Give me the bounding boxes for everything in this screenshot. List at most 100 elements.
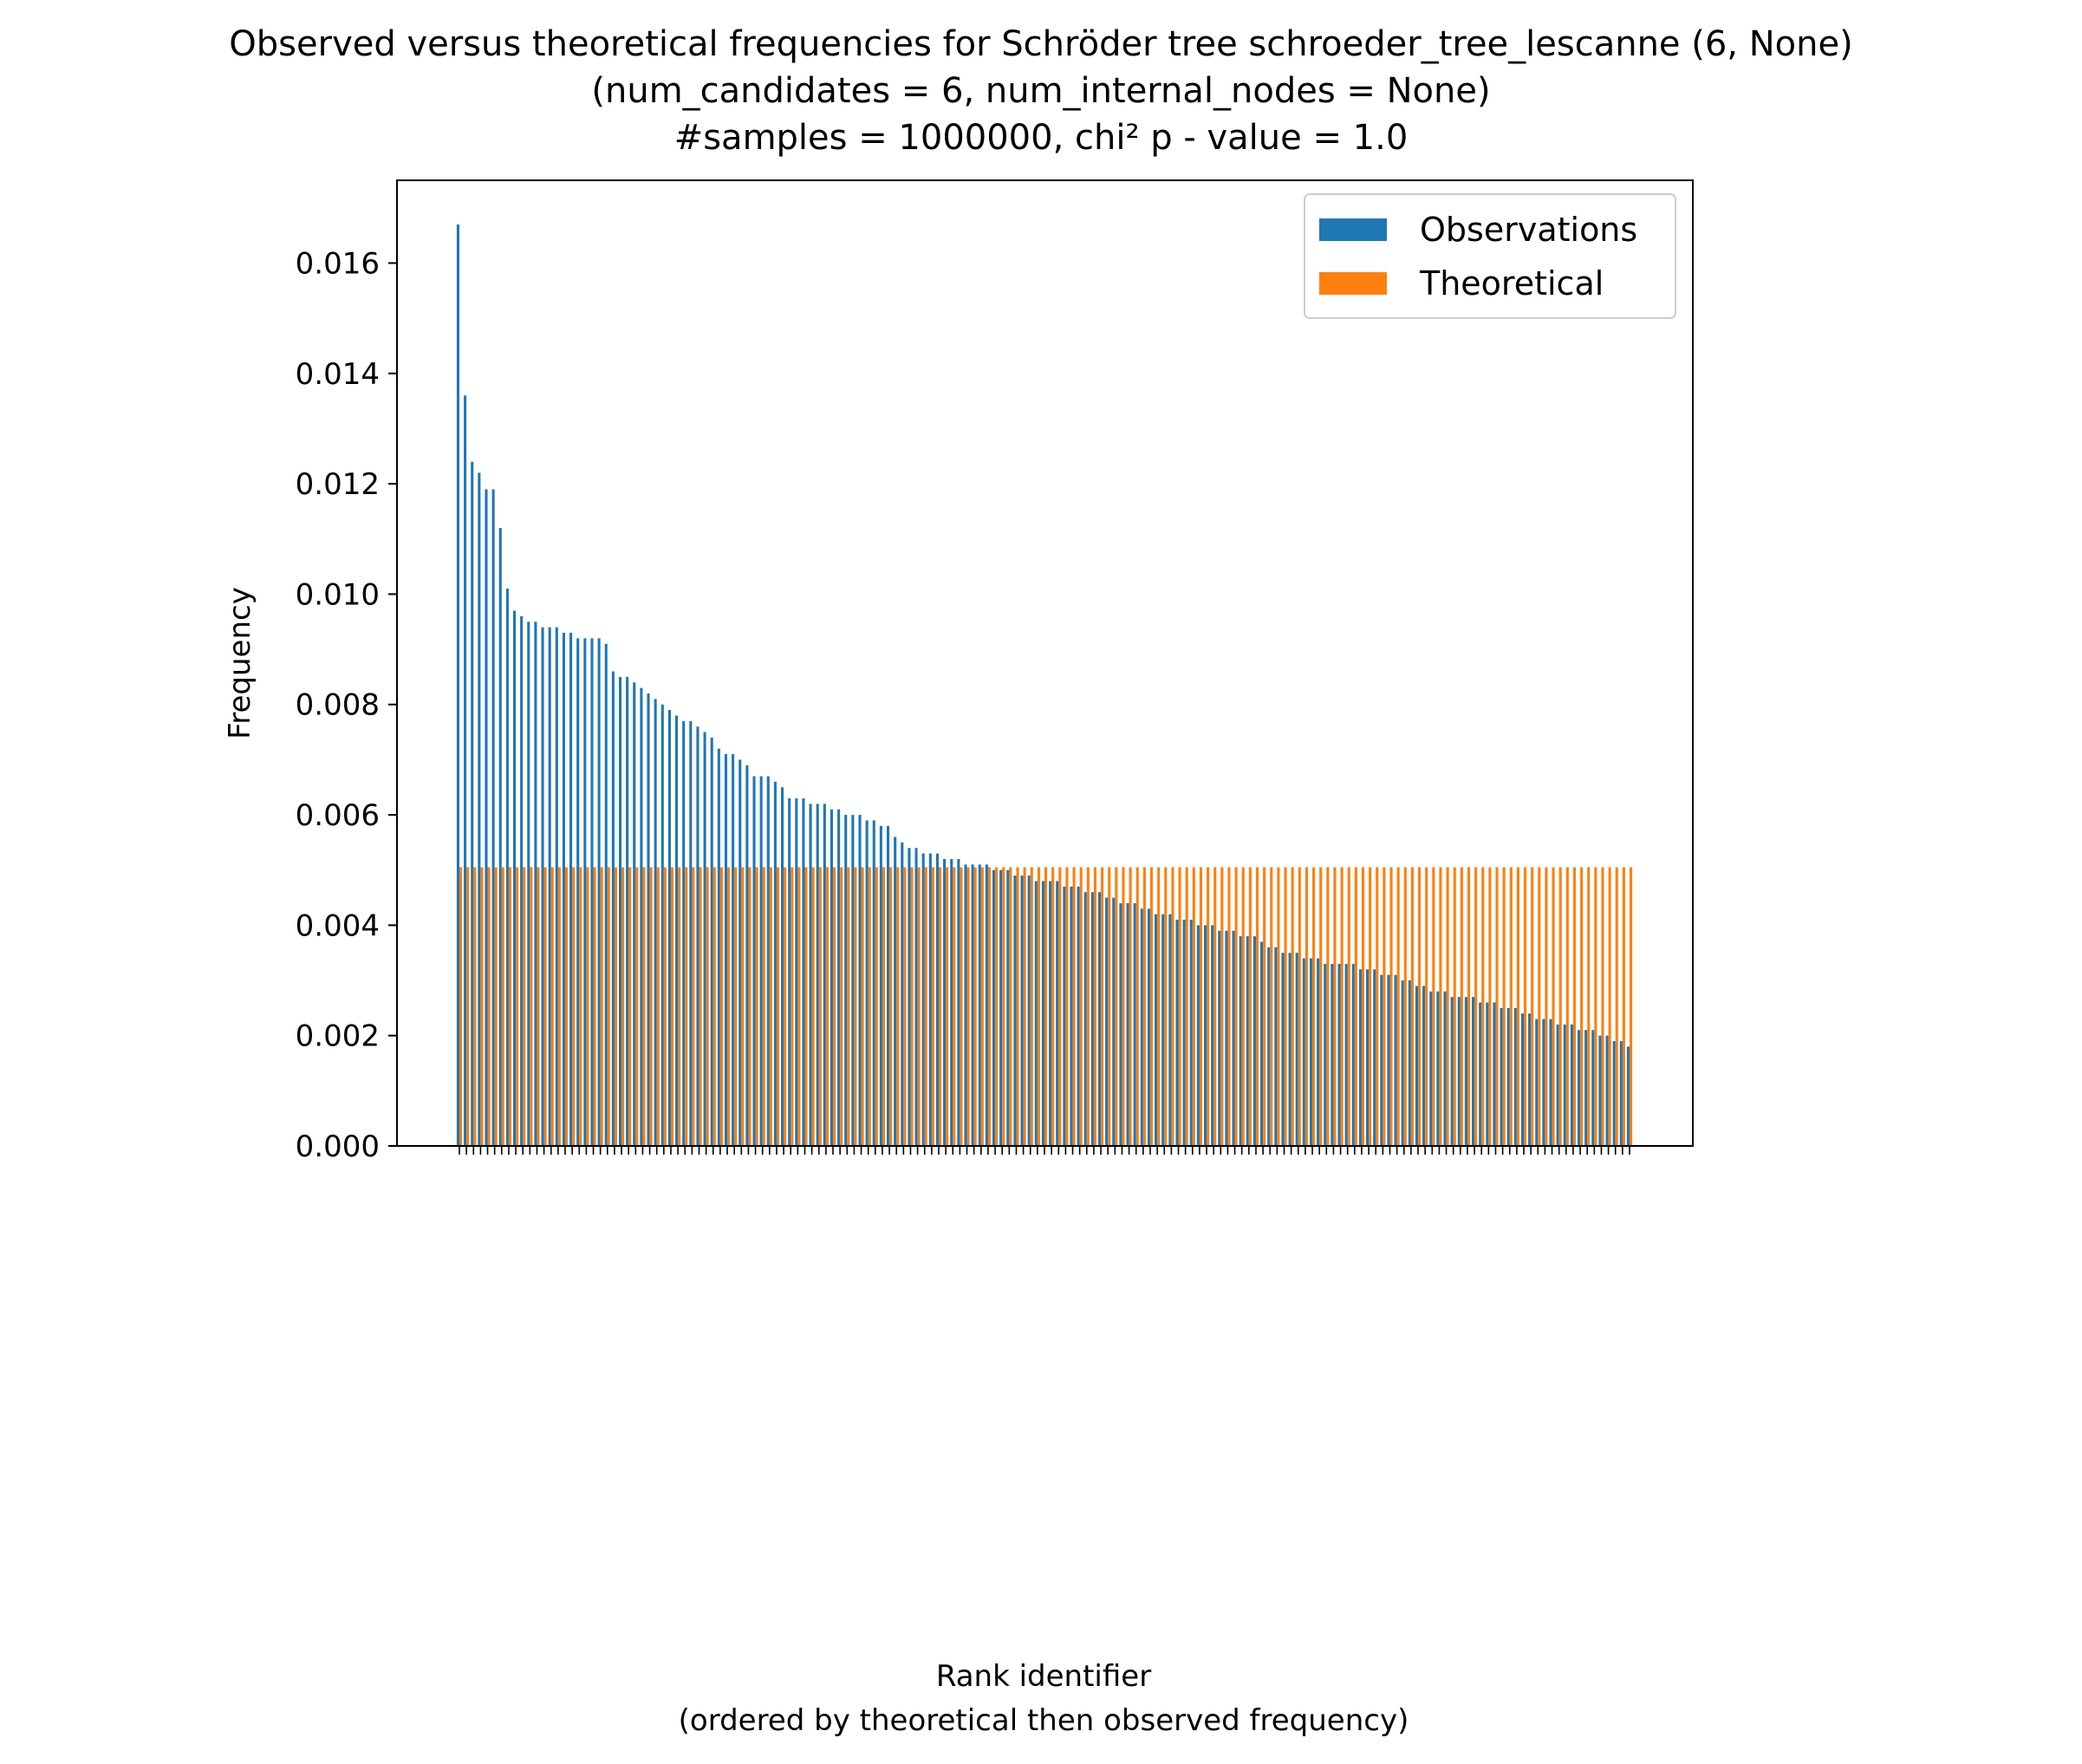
observed-bar	[766, 776, 770, 1146]
observed-bar	[1549, 1019, 1552, 1146]
theoretical-bar	[1326, 867, 1330, 1146]
y-tick-label: 0.002	[296, 1019, 380, 1054]
theoretical-bar	[1545, 867, 1548, 1146]
legend: Observations Theoretical	[1304, 193, 1676, 319]
theoretical-bar	[466, 867, 470, 1146]
theoretical-bar	[966, 867, 970, 1146]
theoretical-bar	[1135, 867, 1139, 1146]
title-line-2: (num_candidates = 6, num_internal_nodes …	[591, 71, 1490, 111]
observed-bar	[978, 864, 981, 1146]
theoretical-bar	[1552, 867, 1555, 1146]
theoretical-bar	[656, 867, 660, 1146]
theoretical-bar	[889, 867, 893, 1146]
theoretical-bar	[473, 867, 477, 1146]
observed-bar	[1324, 963, 1327, 1146]
theoretical-bar	[1538, 867, 1541, 1146]
observed-bar	[717, 748, 720, 1146]
theoretical-bar	[995, 867, 999, 1146]
theoretical-bar	[1030, 867, 1033, 1146]
observed-bar	[745, 765, 749, 1146]
theoretical-bar	[882, 867, 886, 1146]
theoretical-bar	[1446, 867, 1449, 1146]
observed-bar	[1274, 947, 1278, 1146]
observed-bar	[534, 622, 537, 1146]
observed-bar	[985, 864, 988, 1146]
theoretical-bar	[748, 867, 751, 1146]
theoretical-bar	[868, 867, 871, 1146]
observed-bar	[618, 676, 622, 1146]
theoretical-bar	[1389, 867, 1393, 1146]
theoretical-bar	[1157, 867, 1161, 1146]
observed-bar	[809, 804, 812, 1146]
observed-bar	[928, 853, 932, 1146]
observed-bar	[633, 682, 636, 1146]
theoretical-bar	[1608, 867, 1611, 1146]
theoretical-bar	[1199, 867, 1203, 1146]
observed-bar	[1246, 936, 1249, 1146]
theoretical-bar	[621, 867, 625, 1146]
theoretical-bar	[1558, 867, 1562, 1146]
observed-bar	[1056, 881, 1059, 1146]
observed-bar	[1471, 997, 1475, 1146]
theoretical-bar	[1101, 867, 1104, 1146]
observed-bar	[1112, 897, 1116, 1146]
observed-bar	[471, 461, 474, 1146]
y-tick-label: 0.008	[296, 688, 380, 723]
observed-bar	[1570, 1024, 1573, 1146]
observed-bar	[1556, 1024, 1559, 1146]
theoretical-bar	[480, 867, 484, 1146]
observed-bar	[964, 864, 967, 1146]
theoretical-bar	[1432, 867, 1435, 1146]
observed-bar	[569, 632, 573, 1146]
observed-bar	[1443, 991, 1447, 1146]
observed-bar	[1155, 914, 1158, 1146]
theoretical-bar	[516, 867, 519, 1146]
observed-bar	[1401, 980, 1404, 1146]
observed-bar	[837, 809, 841, 1146]
observed-bar	[901, 842, 904, 1146]
theoretical-bar	[1509, 867, 1513, 1146]
theoretical-bar	[939, 867, 942, 1146]
observed-bar	[604, 643, 608, 1146]
observed-bar	[696, 726, 699, 1146]
theoretical-bar	[910, 867, 914, 1146]
observed-bar	[1182, 920, 1186, 1146]
theoretical-bar	[1009, 867, 1012, 1146]
y-tick-label: 0.012	[296, 467, 380, 502]
observed-bar	[1598, 1035, 1602, 1146]
theoretical-bar	[1185, 867, 1188, 1146]
observed-bar	[795, 797, 798, 1146]
observed-bar	[1225, 930, 1228, 1146]
observed-bar	[1493, 1002, 1496, 1146]
theoretical-bar	[1093, 867, 1097, 1146]
theoretical-bar	[727, 867, 731, 1146]
theoretical-bar	[953, 867, 956, 1146]
observed-bar	[660, 704, 664, 1146]
theoretical-bar	[543, 867, 547, 1146]
observed-bar	[1119, 902, 1122, 1146]
theoretical-bar	[1531, 867, 1534, 1146]
theoretical-bar	[1079, 867, 1083, 1146]
observed-bar	[1605, 1035, 1609, 1146]
observed-bar	[1464, 997, 1467, 1146]
theoretical-bar	[818, 867, 822, 1146]
observed-bar	[1006, 869, 1010, 1146]
theoretical-bar	[557, 867, 561, 1146]
theoretical-bar	[1178, 867, 1181, 1146]
theoretical-bar	[1524, 867, 1527, 1146]
observed-bar	[1500, 1007, 1503, 1146]
observed-bar	[1626, 1046, 1630, 1146]
observed-bar	[1041, 881, 1044, 1146]
theoretical-bar	[903, 867, 907, 1146]
observed-bar	[886, 825, 890, 1146]
observed-bar	[520, 615, 524, 1146]
theoretical-bar	[1319, 867, 1323, 1146]
observed-bar	[1337, 963, 1341, 1146]
theoretical-bar	[1234, 867, 1238, 1146]
theoretical-bar	[550, 867, 554, 1146]
observed-bar	[562, 632, 565, 1146]
x-axis-ticks	[459, 1146, 1630, 1155]
theoretical-bar	[1164, 867, 1168, 1146]
theoretical-bar	[1572, 867, 1577, 1146]
